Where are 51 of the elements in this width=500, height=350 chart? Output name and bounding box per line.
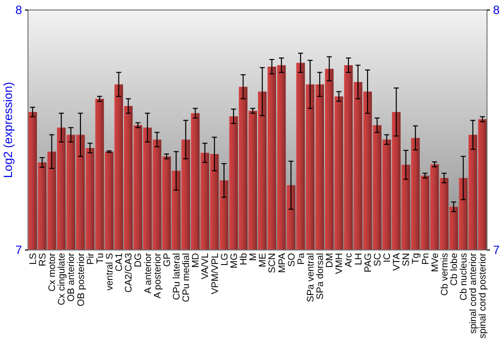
- x-tick-label: Cb vermis: [439, 252, 450, 296]
- x-tick-label: LH: [353, 252, 364, 266]
- x-tick-label: MG: [228, 253, 240, 268]
- x-tick-label: MVe: [430, 253, 441, 272]
- x-tick-label: CA2/CA3: [124, 253, 135, 293]
- x-tick-label: VTA: [392, 252, 403, 271]
- x-tick-label: Cx cingulate: [56, 253, 68, 306]
- x-tick-label: SPa dorsal: [315, 253, 326, 300]
- x-tick-label: Pn: [420, 253, 432, 265]
- y2-tick-label: 7: [493, 242, 500, 257]
- x-tick-label: Tg: [410, 253, 422, 264]
- x-tick-label: PAG: [362, 253, 374, 272]
- x-tick-label: CPu lateral: [171, 253, 182, 300]
- x-tick-label: spinal cord anterior: [468, 253, 480, 334]
- x-tick-label: CA1: [114, 253, 126, 272]
- y2-tick-label: 8: [493, 2, 500, 17]
- x-tick-label: MPA: [276, 252, 288, 273]
- x-tick-label: Cb nucleus: [458, 252, 470, 301]
- y-axis-title: Log2 (expression): [1, 82, 15, 178]
- x-tick-label: Arc: [344, 252, 355, 268]
- x-tick-label: VPM/VPL: [210, 253, 221, 294]
- x-tick-label: Pir: [85, 253, 96, 265]
- x-tick-label: OB posterior: [76, 253, 87, 306]
- x-tick-label: A anterior: [142, 253, 154, 294]
- x-tick-label: MD: [190, 252, 202, 268]
- x-tick-label: SCN: [267, 252, 278, 274]
- x-tick-label: ME: [258, 253, 269, 268]
- x-tick-label: VMH: [334, 252, 346, 274]
- x-tick-label: CPu medial: [181, 253, 192, 302]
- x-tick-label: M: [248, 252, 260, 261]
- x-tick-label: Cx motor: [47, 253, 58, 292]
- x-tick-label: A posterior: [152, 253, 164, 298]
- x-tick-label: DG: [133, 253, 144, 268]
- x-tick-label: ventral S: [104, 253, 116, 290]
- x-tick-label: Cb lobe: [449, 253, 460, 286]
- x-tick-label: DM: [324, 252, 336, 268]
- x-tick-label: SC: [372, 252, 384, 266]
- x-tick-label: SPa ventral: [305, 253, 316, 302]
- x-tick-label: Tu: [94, 253, 106, 264]
- x-tick-label: VA/VL: [200, 253, 212, 280]
- x-tick-label: LG: [219, 253, 230, 266]
- x-tick-label: SN: [401, 252, 412, 266]
- x-tick-label: Hb: [238, 253, 250, 266]
- x-tick-label: spinal cord posterior: [478, 253, 489, 339]
- x-tick-label: Pa: [296, 252, 307, 265]
- x-tick-label: RS: [37, 253, 48, 266]
- x-tick-label: GP: [162, 253, 173, 267]
- x-tick-label: SO: [286, 253, 298, 267]
- x-tick-label: IC: [382, 252, 394, 262]
- x-tick-label: OB anterior: [66, 253, 78, 302]
- x-tick-label: LS: [28, 253, 39, 265]
